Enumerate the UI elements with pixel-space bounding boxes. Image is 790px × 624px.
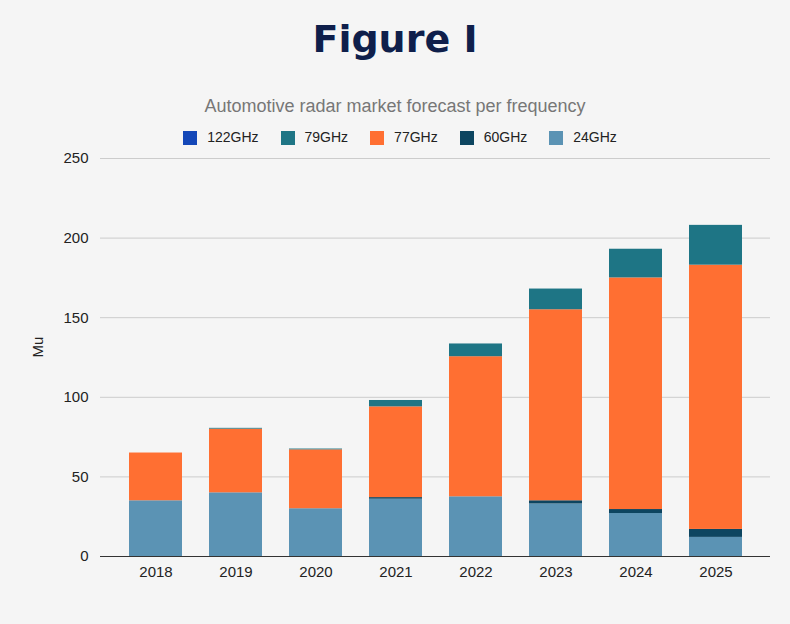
svg-text:0: 0: [80, 547, 88, 564]
svg-text:150: 150: [63, 309, 88, 326]
svg-text:2023: 2023: [539, 563, 572, 580]
svg-text:100: 100: [63, 388, 88, 405]
svg-text:2025: 2025: [699, 563, 732, 580]
html-text:60GHz: 60GHz: [483, 128, 528, 145]
svg-text:Mu: Mu: [29, 337, 46, 358]
svg-text:50: 50: [72, 468, 89, 485]
html-text:79GHz: 79GHz: [304, 128, 349, 145]
svg-text:2024: 2024: [619, 563, 652, 580]
svg-text:2019: 2019: [219, 563, 252, 580]
svg-text:2021: 2021: [379, 563, 412, 580]
html-text:24GHz: 24GHz: [573, 128, 617, 145]
html-text:Figure I: Figure I: [312, 17, 478, 61]
svg-text:200: 200: [63, 229, 88, 246]
svg-text:2022: 2022: [459, 563, 492, 580]
svg-text:2020: 2020: [299, 563, 332, 580]
html-text:77GHz: 77GHz: [394, 128, 438, 145]
html-text:Automotive radar market foreca: Automotive radar market forecast per fre…: [204, 96, 586, 116]
svg-text:2018: 2018: [139, 563, 172, 580]
html-text:122GHz: 122GHz: [207, 128, 259, 145]
svg-text:250: 250: [63, 149, 88, 166]
